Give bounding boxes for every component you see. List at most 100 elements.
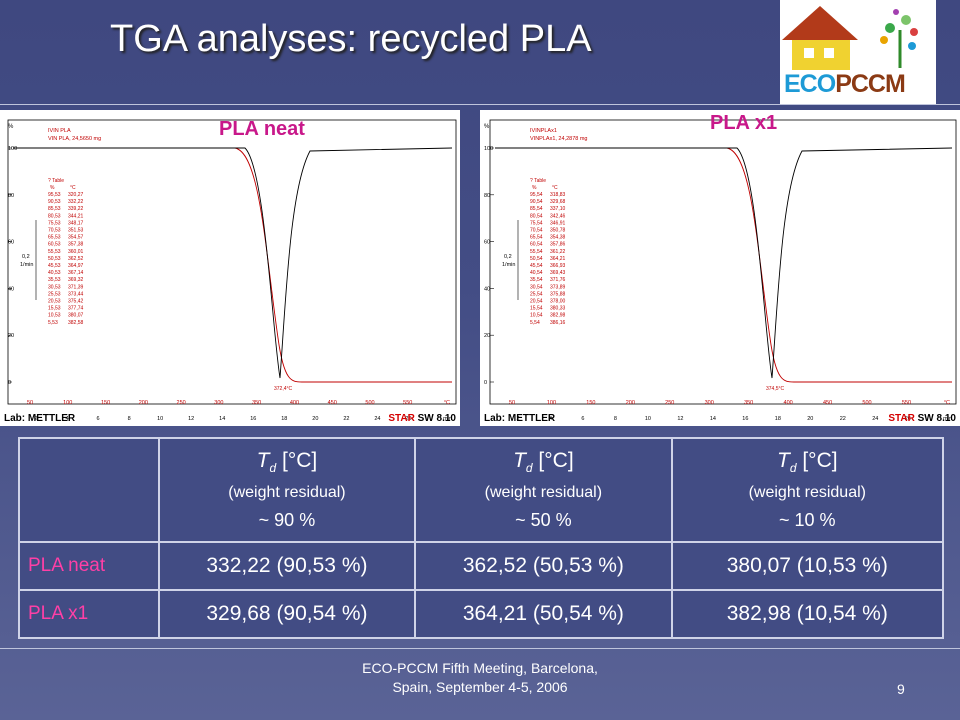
table-cell-percent: 65,53 — [48, 235, 61, 241]
table-cell-percent: 40,54 — [530, 270, 543, 276]
temp-tick-label: 550 — [902, 400, 911, 406]
header-percent: ~ 50 % — [515, 509, 572, 530]
table-cell-temp: 375,88 — [550, 291, 566, 297]
percent-unit: % — [8, 124, 14, 130]
header-unit: [°C] — [276, 449, 318, 473]
table-unit-col1: % — [50, 185, 55, 191]
table-cell-percent: 95,53 — [48, 192, 61, 198]
table-cell-temp: 342,46 — [550, 213, 566, 219]
min-tick-label: 24 — [872, 416, 878, 422]
star-text: STAR — [388, 413, 415, 424]
min-tick-label: 24 — [374, 416, 380, 422]
table-cell-temp: 318,83 — [550, 192, 566, 198]
tga-plot-pla-x1: 100 80 60 40 20 0% 50 100 150 200 250 300 350 400 450 5… — [480, 110, 960, 426]
table-cell-percent: 15,53 — [48, 306, 61, 312]
table-cell-percent: 20,54 — [530, 299, 543, 305]
table-cell-percent: 45,54 — [530, 263, 543, 269]
table-cell-temp: 354,57 — [68, 235, 84, 241]
row-label: PLA x1 — [18, 589, 160, 639]
slide-footer: ECO-PCCM Fifth Meeting, Barcelona, Spain… — [290, 659, 670, 697]
min-unit: min — [943, 416, 952, 422]
table-cell-percent: 50,54 — [530, 256, 543, 262]
min-tick-label: 6 — [97, 416, 100, 422]
header-subscript: d — [789, 461, 797, 476]
temp-tick-label: 550 — [403, 400, 412, 406]
temp-tick-label: 150 — [101, 400, 110, 406]
table-cell-temp: 357,38 — [68, 242, 84, 248]
tga-results-table: Td [°C] (weight residual) ~ 90 % Td [°C]… — [18, 437, 945, 639]
temp-tick-label: 300 — [705, 400, 714, 406]
table-cell-temp: 350,78 — [550, 228, 566, 234]
table-title: ? Table — [48, 178, 64, 184]
min-tick-label: 14 — [710, 416, 716, 422]
table-header-cell: Td [°C] (weight residual) ~ 90 % — [157, 437, 417, 543]
temp-tick-label: 350 — [252, 400, 261, 406]
min-tick-label: 26 — [905, 416, 911, 422]
temp-unit: °C — [944, 400, 950, 406]
header-subtitle: (weight residual) — [228, 483, 346, 501]
table-cell-percent: 45,53 — [48, 263, 61, 269]
table-cell-percent: 10,54 — [530, 313, 543, 319]
table-cell-temp: 357,86 — [550, 242, 566, 248]
y-tick-label: 40 — [484, 286, 490, 292]
table-cell-percent: 30,53 — [48, 284, 61, 290]
temp-tick-label: 150 — [586, 400, 595, 406]
table-corner-cell — [18, 437, 160, 543]
min-tick-label: 20 — [312, 416, 318, 422]
y-tick-label: 20 — [484, 333, 490, 339]
table-cell-temp: 373,89 — [550, 284, 566, 290]
slide-title: TGA analyses: recycled PLA — [110, 18, 592, 60]
temp-tick-label: 450 — [328, 400, 337, 406]
table-cell-temp: 329,68 — [550, 199, 566, 205]
header-subtitle: (weight residual) — [748, 483, 866, 501]
y-tick-label: 100 — [484, 146, 493, 152]
table-cell-percent: 60,53 — [48, 242, 61, 248]
min-tick-label: 2 — [34, 416, 37, 422]
table-row: PLA neat 332,22 (90,53 %) 362,52 (50,53 … — [18, 541, 945, 591]
min-tick-label: 4 — [549, 416, 552, 422]
temp-tick-label: 400 — [784, 400, 793, 406]
table-cell: 329,68 (90,54 %) — [157, 589, 417, 639]
eco-pccm-logo: ECOPCCM — [780, 0, 936, 104]
table-cell-temp: 362,52 — [68, 256, 84, 262]
logo-text: ECOPCCM — [784, 70, 906, 99]
table-cell-percent: 20,53 — [48, 299, 61, 305]
table-title: ? Table — [530, 178, 546, 184]
header-symbol: T — [513, 449, 526, 473]
table-cell-percent: 50,53 — [48, 256, 61, 262]
min-tick-label: 20 — [807, 416, 813, 422]
y-tick-label: 0 — [484, 380, 487, 386]
temp-tick-label: 100 — [63, 400, 72, 406]
temp-unit: °C — [444, 400, 450, 406]
header-unit: [°C] — [532, 449, 574, 473]
min-tick-label: 6 — [581, 416, 584, 422]
table-cell-percent: 80,54 — [530, 213, 543, 219]
table-cell-temp: 371,39 — [68, 284, 84, 290]
min-tick-label: 10 — [645, 416, 651, 422]
table-cell-percent: 70,53 — [48, 228, 61, 234]
min-tick-label: 8 — [614, 416, 617, 422]
table-cell-percent: 65,54 — [530, 235, 543, 241]
y-tick-label: 20 — [8, 333, 14, 339]
temp-tick-label: 400 — [290, 400, 299, 406]
table-cell-percent: 85,54 — [530, 206, 543, 212]
min-unit: min — [443, 416, 452, 422]
min-tick-label: 12 — [188, 416, 194, 422]
min-tick-label: 18 — [281, 416, 287, 422]
table-cell-temp: 332,22 — [68, 199, 84, 205]
y-tick-label: 80 — [484, 193, 490, 199]
y-tick-label: 60 — [484, 240, 490, 246]
y-tick-label: 0 — [8, 380, 11, 386]
tg-curve — [495, 147, 952, 383]
table-header-cell: Td [°C] (weight residual) ~ 50 % — [414, 437, 673, 543]
table-cell-temp: 354,38 — [550, 235, 566, 241]
star-software-label: STAR SW 8.10 — [888, 413, 956, 424]
table-cell-temp: 373,44 — [68, 291, 84, 297]
table-cell-percent: 35,54 — [530, 277, 543, 283]
min-tick-label: 14 — [219, 416, 225, 422]
tg-curve — [13, 147, 452, 383]
page-number: 9 — [897, 681, 905, 697]
table-cell-percent: 85,53 — [48, 206, 61, 212]
